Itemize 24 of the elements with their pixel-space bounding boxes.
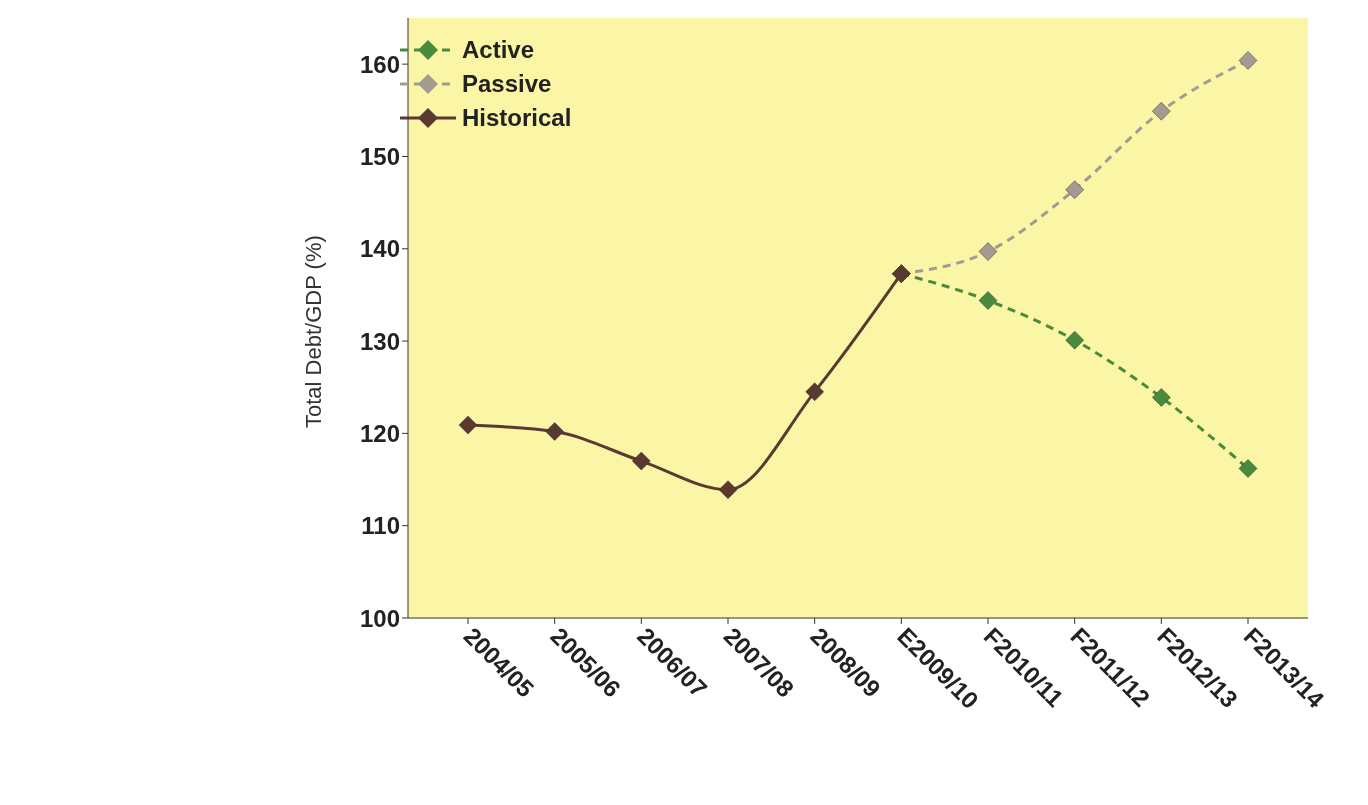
point — [805, 382, 824, 402]
y-tick-label: 140 — [359, 235, 400, 263]
point — [632, 451, 651, 471]
point — [545, 422, 564, 441]
point — [718, 480, 738, 499]
point — [978, 291, 998, 310]
point — [1152, 101, 1171, 121]
point — [1152, 388, 1171, 407]
y-tick-label: 130 — [359, 327, 400, 355]
y-axis-title: Total Debt/GDP (%) — [300, 235, 326, 428]
legend-label: Active — [462, 36, 535, 64]
point — [1065, 330, 1084, 350]
point — [458, 415, 478, 435]
y-tick-label: 110 — [361, 512, 400, 540]
point — [1065, 180, 1084, 199]
y-tick-label: 120 — [359, 419, 400, 447]
y-tick-label: 100 — [359, 604, 400, 632]
y-tick-label: 150 — [359, 142, 400, 170]
legend-label: Passive — [462, 70, 552, 98]
point — [1238, 459, 1258, 478]
legend-label: Historical — [462, 104, 572, 132]
point — [1238, 51, 1258, 70]
y-tick-label: 160 — [359, 50, 400, 78]
point — [978, 242, 998, 261]
